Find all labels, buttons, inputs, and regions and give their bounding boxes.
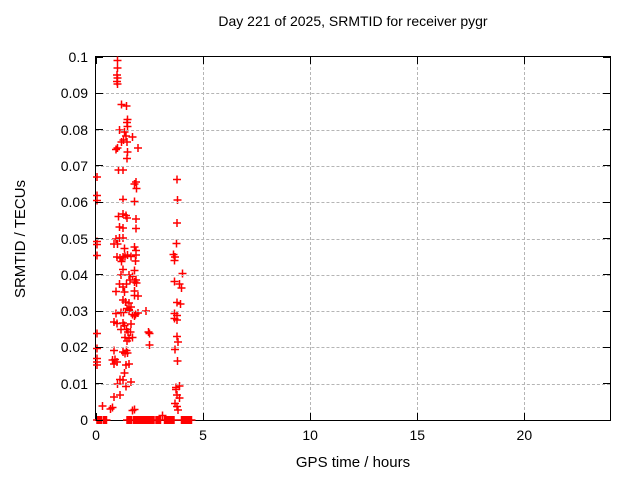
y-tick-label: 0.01	[60, 375, 88, 392]
x-tick-label: 20	[516, 427, 533, 443]
h-gridline	[96, 383, 610, 385]
x-tick-label: 10	[302, 427, 318, 443]
plot-area	[93, 56, 611, 424]
y-tick-label: 0	[80, 412, 88, 428]
data-points-layer	[93, 56, 196, 424]
y-tick-mark-left	[96, 92, 103, 94]
y-tick-mark-right	[603, 56, 610, 58]
x-tick-mark-bottom	[523, 413, 525, 420]
x-tick-mark-top	[416, 57, 418, 64]
x-tick-label: 15	[409, 427, 426, 443]
x-tick-label: 0	[92, 427, 100, 443]
y-tick-label: 0.1	[68, 49, 88, 65]
y-tick-label: 0.02	[60, 339, 88, 356]
y-tick-mark-right	[603, 201, 610, 203]
y-tick-mark-left	[96, 310, 103, 312]
x-axis-label: GPS time / hours	[295, 454, 411, 471]
y-tick-mark-right	[603, 346, 610, 348]
v-gridline	[310, 57, 312, 420]
y-tick-label: 0.08	[60, 121, 88, 138]
y-tick-mark-left	[96, 129, 103, 131]
v-gridline	[417, 57, 419, 420]
y-tick-mark-right	[603, 129, 610, 131]
y-tick-label: 0.07	[60, 157, 88, 174]
y-tick-mark-left	[96, 165, 103, 167]
y-tick-mark-left	[96, 419, 103, 421]
y-tick-mark-left	[96, 238, 103, 239]
y-tick-mark-right	[603, 238, 610, 239]
h-gridline	[96, 238, 610, 240]
x-tick-mark-bottom	[416, 413, 418, 420]
y-tick-label: 0.05	[60, 230, 88, 247]
y-tick-mark-right	[603, 310, 610, 312]
y-tick-mark-left	[96, 56, 103, 58]
x-tick-mark-top	[523, 57, 525, 64]
x-tick-mark-bottom	[309, 413, 311, 420]
h-gridline	[96, 274, 610, 276]
y-tick-label: 0.06	[60, 194, 88, 211]
v-gridline	[203, 57, 205, 420]
h-gridline	[96, 129, 610, 131]
scatter-plus-markers	[93, 56, 196, 424]
x-tick-mark-bottom	[202, 413, 204, 420]
v-gridline	[524, 57, 526, 420]
x-tick-mark-bottom	[95, 413, 97, 420]
y-tick-mark-left	[96, 201, 103, 203]
h-gridline	[96, 311, 610, 313]
y-tick-label: 0.04	[60, 266, 88, 283]
y-tick-label: 0.09	[60, 85, 88, 102]
y-tick-mark-right	[603, 419, 610, 421]
x-tick-mark-top	[202, 57, 204, 64]
h-gridline	[96, 93, 610, 95]
h-gridline	[96, 165, 610, 167]
chart-title: Day 221 of 2025, SRMTID for receiver pyg…	[218, 13, 488, 29]
y-tick-label: 0.03	[60, 303, 88, 320]
y-tick-mark-right	[603, 92, 610, 94]
y-tick-mark-right	[603, 274, 610, 276]
y-tick-mark-left	[96, 274, 103, 276]
y-tick-mark-left	[96, 383, 103, 385]
y-tick-mark-left	[96, 346, 103, 348]
x-tick-mark-top	[309, 57, 311, 64]
y-tick-mark-right	[603, 165, 610, 167]
h-gridline	[96, 202, 610, 204]
y-tick-mark-right	[603, 383, 610, 385]
x-tick-mark-top	[95, 57, 97, 64]
x-tick-label: 5	[199, 427, 207, 443]
h-gridline	[96, 347, 610, 349]
